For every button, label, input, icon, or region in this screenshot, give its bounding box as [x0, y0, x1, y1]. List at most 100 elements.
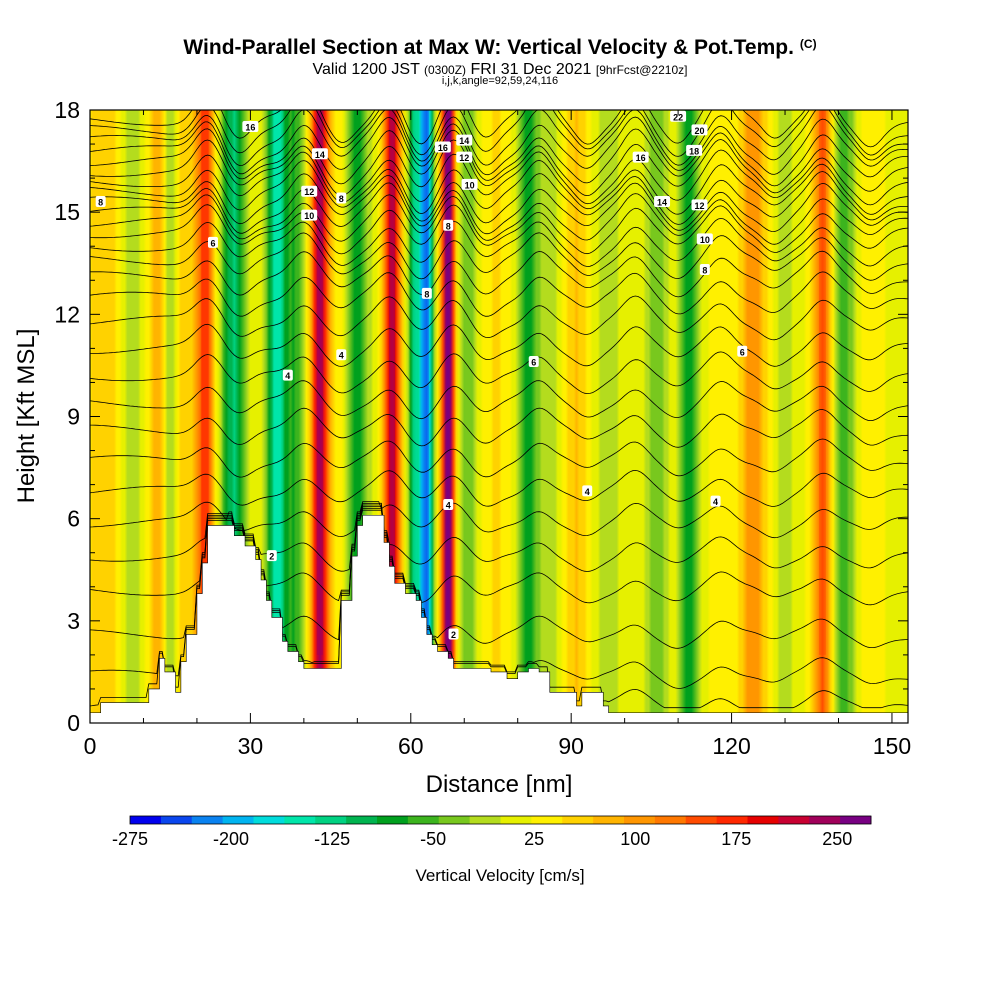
velocity-core — [389, 110, 396, 655]
contour-label: 10 — [461, 178, 478, 190]
svg-text:8: 8 — [98, 197, 103, 207]
colorbar-tick-label: 25 — [524, 829, 544, 849]
svg-text:90: 90 — [558, 733, 584, 759]
theta-contour-line — [90, 509, 908, 709]
theta-contour-line — [90, 501, 908, 539]
colorbar-swatch — [654, 816, 687, 824]
svg-text:6: 6 — [531, 358, 536, 368]
contour-label: 4 — [282, 369, 293, 381]
theta-contour-line — [90, 182, 908, 235]
colorbar-tick-label: -50 — [420, 829, 446, 849]
theta-contour-line — [90, 250, 908, 298]
theta-contour-line — [90, 502, 908, 572]
y-tick: 9 — [67, 404, 908, 430]
contour-label: 20 — [691, 124, 708, 136]
contour-label: 12 — [456, 151, 473, 163]
x-tick: 60 — [398, 110, 424, 759]
theta-contour-line — [90, 110, 908, 157]
svg-text:18: 18 — [54, 97, 80, 123]
theta-contour-line — [90, 380, 908, 422]
svg-text:16: 16 — [438, 143, 448, 153]
svg-text:22: 22 — [673, 112, 683, 122]
contour-label: 12 — [691, 199, 708, 211]
theta-contour-line — [90, 128, 908, 187]
theta-contour-line — [90, 139, 908, 197]
x-axis: 0 30 60 90 120 150 — [84, 110, 911, 759]
vertical-velocity-field — [201, 110, 826, 655]
svg-text:4: 4 — [339, 351, 344, 361]
colorbar-swatch — [747, 816, 779, 824]
colorbar-swatch — [315, 816, 347, 824]
colorbar-swatch — [531, 816, 563, 824]
colorbar-swatch — [438, 816, 471, 824]
colorbar-swatch — [191, 816, 224, 824]
svg-text:14: 14 — [657, 197, 667, 207]
contour-label: 22 — [670, 110, 687, 122]
svg-text:6: 6 — [67, 506, 80, 532]
theta-contour-line — [90, 204, 908, 255]
section-params: i,j,k,angle=92,59,24,116 — [441, 75, 559, 87]
svg-text:16: 16 — [245, 123, 255, 133]
colorbar-swatch — [407, 816, 440, 824]
svg-text:8: 8 — [339, 194, 344, 204]
contour-label: 10 — [696, 233, 713, 245]
svg-text:9: 9 — [67, 404, 80, 430]
colorbar-swatch — [346, 816, 378, 824]
colorbar: -275 -200 -125 -50 25 100 175 250 — [112, 815, 872, 849]
svg-text:8: 8 — [702, 266, 707, 276]
svg-text:0: 0 — [67, 710, 80, 736]
x-tick: 150 — [873, 110, 911, 759]
y-tick: 0 — [67, 710, 908, 736]
colorbar-swatch — [809, 816, 841, 824]
svg-text:4: 4 — [446, 501, 451, 511]
theta-contour-line — [90, 159, 908, 215]
svg-text:30: 30 — [238, 733, 264, 759]
theta-contour-line — [90, 217, 908, 267]
theta-contour-line — [90, 110, 908, 167]
svg-text:10: 10 — [465, 180, 475, 190]
colorbar-swatch — [469, 816, 501, 824]
y-tick: 3 — [67, 608, 908, 634]
svg-text:10: 10 — [304, 211, 314, 221]
theta-contour-line — [90, 506, 908, 649]
contour-label: 8 — [699, 264, 710, 276]
colorbar-swatch — [840, 816, 872, 824]
contour-label: 16 — [434, 141, 451, 153]
contour-label: 8 — [443, 219, 454, 231]
colorbar-swatch — [562, 816, 594, 824]
colorbar-tick-label: 100 — [620, 829, 650, 849]
colorbar-label: Vertical Velocity [cm/s] — [415, 866, 584, 885]
svg-text:14: 14 — [459, 136, 469, 146]
valid-time-prefix: Valid 1200 JST — [312, 61, 420, 78]
colorbar-swatch — [377, 816, 409, 824]
colorbar-tick-label: -125 — [314, 829, 350, 849]
theta-contour-line — [90, 193, 908, 245]
forecast-info: [9hrFcst@2210z] — [595, 63, 688, 77]
contour-label: 4 — [582, 485, 593, 497]
velocity-core — [413, 110, 419, 655]
contour-label: 6 — [737, 345, 748, 357]
colorbar-swatch — [685, 816, 718, 824]
theta-contour-line — [90, 171, 908, 225]
svg-text:2: 2 — [269, 552, 274, 562]
contour-label: 2 — [266, 550, 277, 562]
colorbar-swatch — [253, 816, 285, 824]
y-axis: 0 3 6 9 12 15 18 — [54, 97, 908, 736]
copyright-mark: (C) — [799, 37, 817, 51]
colorbar-tick-label: 175 — [721, 829, 751, 849]
contour-label: 6 — [207, 236, 218, 248]
colorbar-tick-label: 250 — [822, 829, 852, 849]
theta-contour-line — [90, 323, 908, 367]
svg-text:2: 2 — [451, 630, 456, 640]
valid-time-utc: (0300Z) — [424, 63, 467, 77]
x-tick: 90 — [558, 110, 584, 759]
x-tick: 120 — [712, 110, 751, 759]
svg-text:6: 6 — [740, 347, 745, 357]
colorbar-tick-label: -200 — [213, 829, 249, 849]
svg-text:18: 18 — [689, 146, 699, 156]
y-tick: 15 — [54, 199, 908, 225]
theta-contour-line — [90, 469, 908, 507]
x-tick: 30 — [238, 110, 264, 759]
y-tick: 18 — [54, 97, 908, 123]
theta-contour-line — [90, 232, 908, 281]
